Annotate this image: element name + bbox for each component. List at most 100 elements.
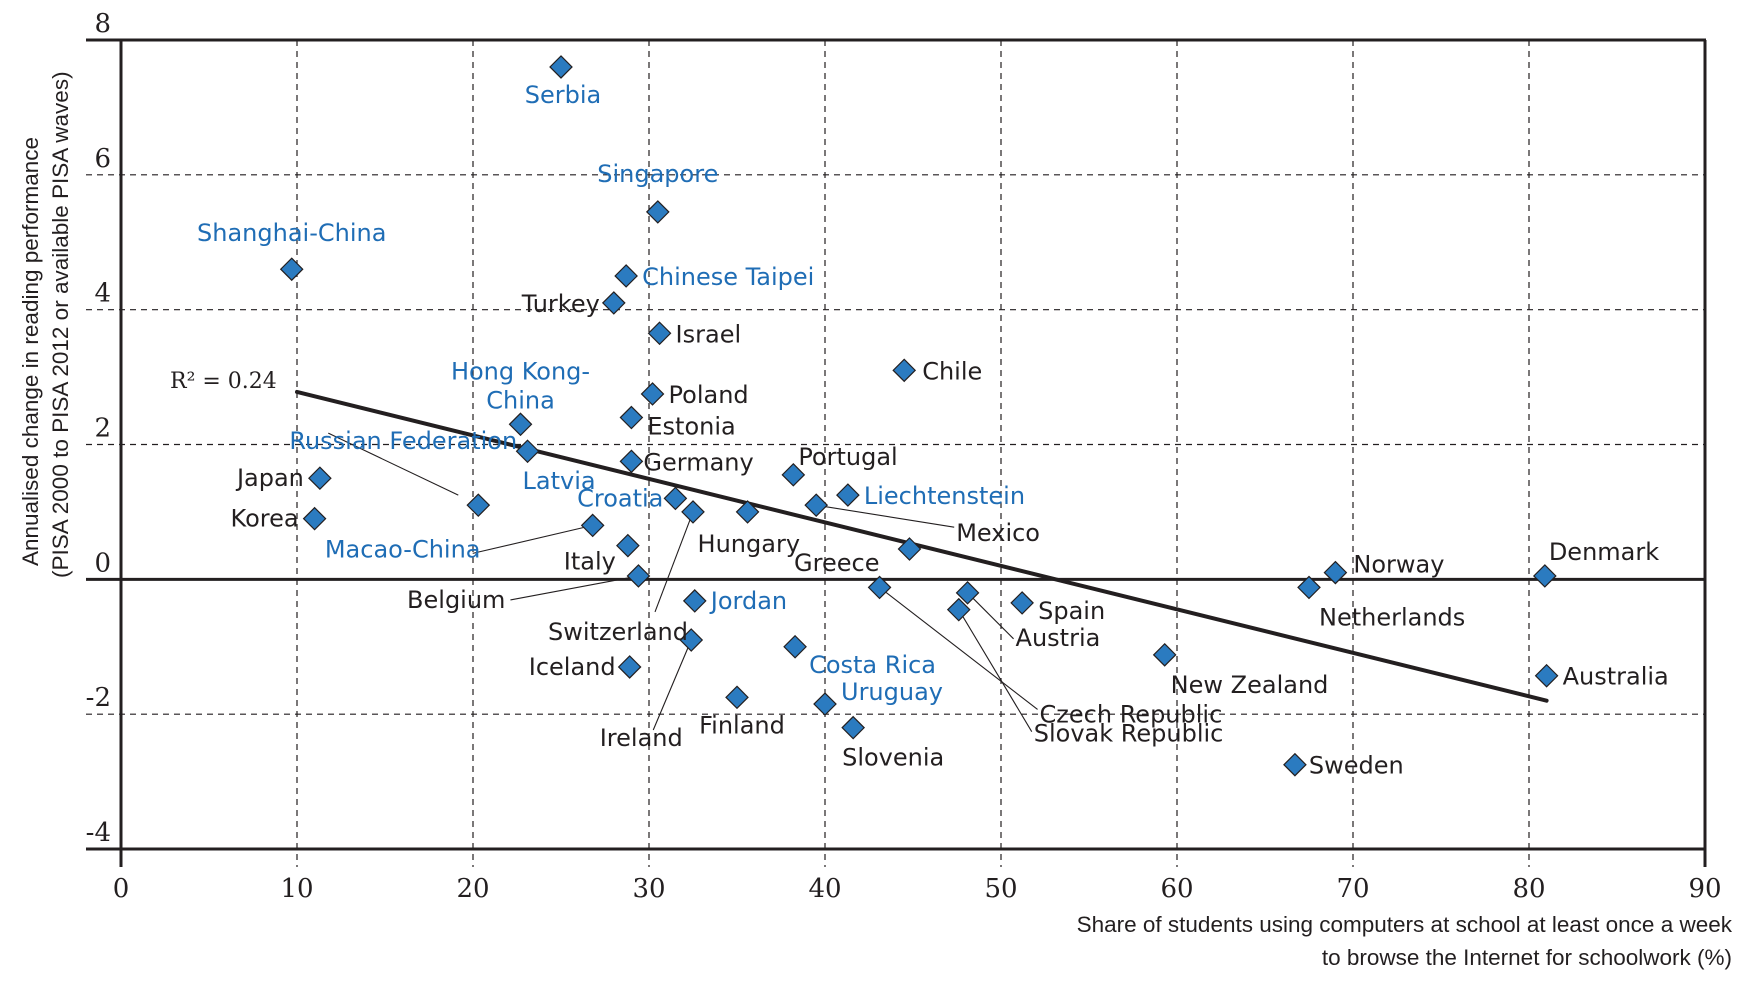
y-tick-label: 8	[94, 9, 111, 39]
label-israel: Israel	[676, 320, 742, 348]
label-croatia: Croatia	[577, 484, 663, 512]
x-tick-label: 10	[280, 874, 313, 904]
y-tick-label: 2	[94, 414, 111, 444]
point-costa-rica	[783, 634, 807, 659]
label-denmark: Denmark	[1549, 538, 1659, 566]
point-slovak-republic	[946, 597, 971, 622]
y-axis-title: Annualised change in reading performance…	[18, 71, 73, 578]
label-estonia: Estonia	[647, 413, 735, 441]
point-singapore	[645, 200, 670, 224]
label-finland: Finland	[699, 711, 785, 739]
label-portugal: Portugal	[798, 443, 897, 471]
label-jordan: Jordan	[709, 587, 787, 615]
label-new-zealand: New Zealand	[1171, 671, 1329, 699]
y-axis-title-line-1: Annualised change in reading performance	[18, 137, 43, 566]
point-slovenia	[841, 715, 866, 740]
point-norway	[1323, 560, 1348, 585]
label-uruguay: Uruguay	[841, 678, 943, 706]
point-mexico	[804, 493, 829, 518]
point-australia	[1534, 663, 1559, 688]
point-hong-kong-china	[508, 412, 533, 437]
point-germany	[619, 449, 644, 474]
point-netherlands	[1297, 575, 1321, 600]
trendline	[295, 389, 1549, 703]
point-russian-federation	[466, 493, 491, 518]
label-costa-rica: Costa Rica	[809, 651, 936, 679]
point-liechtenstein	[836, 483, 860, 507]
point-japan	[308, 466, 332, 491]
x-tick-label: 80	[1512, 874, 1545, 904]
label-hong-kong-china-line-2: China	[486, 386, 555, 414]
label-chile: Chile	[922, 357, 982, 385]
r-squared-label: R² = 0.24	[170, 369, 277, 394]
point-belgium	[626, 564, 651, 588]
point-hungary	[735, 500, 760, 524]
label-australia: Australia	[1563, 663, 1669, 691]
label-chinese-taipei: Chinese Taipei	[642, 263, 814, 291]
leader-lines	[328, 432, 1038, 732]
point-poland	[640, 382, 665, 406]
label-norway: Norway	[1353, 551, 1444, 579]
label-slovenia: Slovenia	[842, 744, 944, 772]
point-iceland	[617, 655, 642, 679]
label-greece: Greece	[794, 549, 879, 577]
label-belgium: Belgium	[407, 586, 505, 614]
point-ireland	[679, 628, 704, 652]
label-turkey: Turkey	[521, 290, 600, 318]
axes	[86, 38, 1707, 867]
point-turkey	[601, 291, 626, 315]
y-tick-label: -4	[86, 818, 111, 848]
label-slovak-republic: Slovak Republic	[1034, 720, 1224, 748]
leader-line-macao-china	[472, 524, 593, 554]
point-jordan	[682, 589, 707, 613]
point-new-zealand	[1152, 642, 1177, 667]
x-tick-label: 70	[1336, 874, 1369, 904]
point-uruguay	[813, 692, 837, 716]
x-tick-label: 0	[113, 874, 130, 904]
label-shanghai-china: Shanghai-China	[197, 219, 386, 247]
point-estonia	[619, 405, 644, 430]
leader-line-russian-federation	[328, 432, 459, 496]
label-latvia: Latvia	[523, 467, 596, 495]
data-points	[279, 55, 1559, 777]
point-israel	[647, 321, 672, 346]
x-tick-label: 30	[632, 874, 665, 904]
point-chile	[892, 358, 917, 383]
point-chinese-taipei	[614, 264, 638, 288]
y-tick-label: -2	[86, 683, 111, 713]
label-netherlands: Netherlands	[1319, 603, 1465, 631]
leader-line-slovak-republic	[958, 609, 1033, 732]
point-denmark	[1532, 564, 1557, 588]
point-latvia	[515, 439, 540, 464]
y-tick-labels: -4 -2 0 2 4 6 8	[86, 9, 111, 848]
point-serbia	[549, 55, 573, 79]
point-spain	[1010, 591, 1034, 615]
point-sweden	[1283, 752, 1307, 777]
leader-line-czech-republic	[879, 586, 1038, 710]
trendline-group	[295, 389, 1549, 703]
leader-line-austria	[967, 592, 1014, 640]
label-hungary: Hungary	[698, 530, 800, 558]
point-labels: Serbia Singapore Shanghai-China Chinese Tai…	[197, 81, 1669, 780]
label-serbia: Serbia	[525, 81, 601, 109]
y-tick-label: 4	[94, 279, 111, 309]
label-ireland: Ireland	[600, 724, 683, 752]
leader-line-switzerland	[654, 511, 694, 613]
x-tick-label: 50	[984, 874, 1017, 904]
label-singapore: Singapore	[597, 160, 718, 188]
label-switzerland: Switzerland	[548, 618, 688, 646]
point-finland	[725, 685, 749, 710]
label-japan: Japan	[235, 464, 304, 492]
x-axis-title-line-2: to browse the Internet for schoolwork (%…	[1322, 945, 1732, 970]
x-tick-label: 40	[808, 874, 841, 904]
label-sweden: Sweden	[1309, 752, 1404, 780]
label-germany: Germany	[643, 448, 753, 476]
point-korea	[302, 506, 327, 531]
label-mexico: Mexico	[956, 519, 1040, 547]
label-italy: Italy	[564, 548, 616, 576]
leader-line-belgium	[510, 575, 639, 601]
x-axis-title-line-1: Share of students using computers at sch…	[1077, 912, 1733, 937]
label-hong-kong-china-line-1: Hong Kong-	[451, 357, 590, 385]
label-korea: Korea	[231, 505, 299, 533]
